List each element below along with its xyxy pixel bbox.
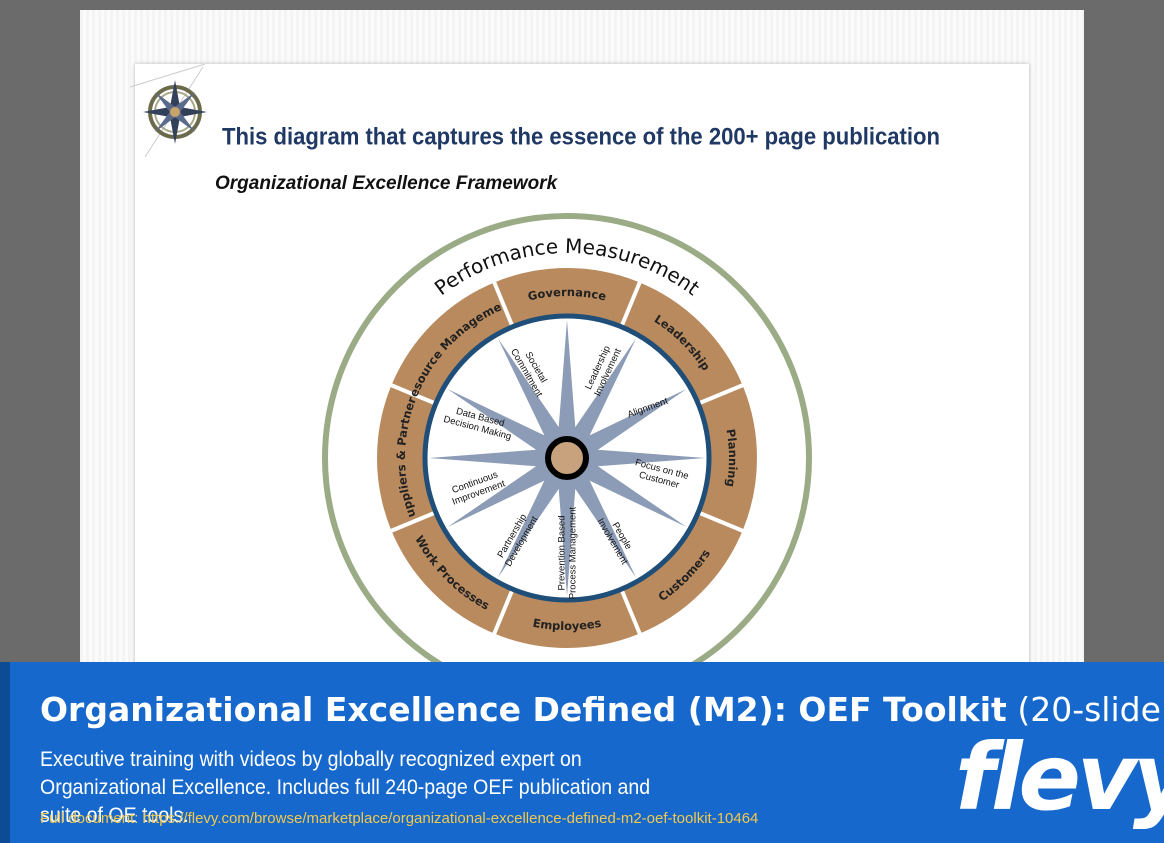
star-label-line: Process Management: [568, 506, 579, 599]
logo: flevy: [955, 724, 1164, 831]
segment-label: Planning: [724, 428, 740, 488]
segment-divider: [491, 279, 515, 327]
slide-subtitle: Organizational Excellence Framework: [215, 173, 559, 194]
segment-divider: [698, 382, 746, 406]
banner-title: Organizational Excellence Defined (M2): …: [40, 690, 1164, 729]
segment-divider: [388, 382, 436, 406]
slide-title: This diagram that captures the essence o…: [222, 122, 940, 149]
segment-ring: [377, 268, 757, 648]
segment-divider: [698, 510, 746, 534]
banner-description: Executive training with videos by global…: [40, 748, 651, 827]
segment-label: Planning: [724, 428, 740, 488]
segment-divider: [619, 589, 643, 637]
star-label-line: Prevention Based: [557, 516, 568, 591]
banner: Organizational Excellence Defined (M2): …: [0, 662, 1164, 843]
segment-label: Governance: [526, 285, 607, 304]
banner-link[interactable]: Full document: https://flevy.com/browse/…: [40, 810, 759, 827]
star-label: Prevention BasedProcess Management: [557, 506, 579, 599]
segment-label: Employees: [532, 616, 603, 633]
segment-divider: [619, 279, 643, 327]
banner-strip: [0, 662, 10, 843]
center-ring: [545, 436, 589, 480]
segment-label: Employees: [532, 616, 603, 633]
compass-icon: [129, 63, 207, 158]
framework-wheel: Performance MeasurementContinuous Improv…: [0, 0, 812, 703]
segment-label: Governance: [526, 285, 607, 304]
segment-divider: [491, 589, 515, 637]
banner-title-rest: (20-slide PowerPoint presentation): [1017, 690, 1164, 729]
banner-title-bold: Organizational Excellence Defined (M2): …: [40, 690, 1007, 729]
segment-divider: [388, 510, 436, 534]
